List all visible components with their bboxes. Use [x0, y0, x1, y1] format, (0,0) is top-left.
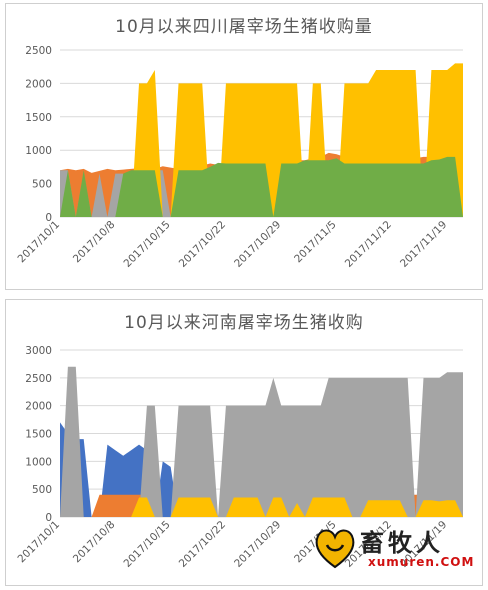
y-tick-label: 0: [45, 212, 52, 224]
y-tick-label: 0: [45, 512, 52, 524]
chart-panel-sichuan: 10月以来四川屠宰场生猪收购量 0 500 1000 1500 2000 2500 2017…: [5, 3, 483, 290]
x-tick-label: 2017/11/19: [398, 219, 449, 270]
x-tick-label: 2017/10/29: [232, 219, 283, 270]
y-tick-label: 2000: [25, 78, 52, 90]
x-tick-label: 2017/10/8: [71, 219, 118, 266]
series-area: [60, 366, 463, 517]
watermark-brand: 畜牧人: [360, 528, 444, 557]
y-tick-label: 2500: [25, 373, 52, 385]
series-area: [60, 156, 463, 217]
y-tick-label: 500: [32, 484, 52, 496]
x-tick-label: 2017/10/22: [177, 219, 228, 270]
y-tick-label: 1500: [25, 112, 52, 124]
x-tick-label: 2017/10/1: [16, 519, 63, 566]
x-tick-label: 2017/10/15: [121, 519, 172, 570]
series-area: [60, 497, 463, 517]
x-tick-label: 2017/10/15: [121, 219, 172, 270]
chart-panel-henan: 10月以来河南屠宰场生猪收购 0 500 1000 1500 2000 2500 3000 2…: [5, 299, 483, 586]
y-tick-label: 2500: [25, 45, 52, 57]
x-tick-label: 2017/11/5: [292, 219, 339, 266]
x-tick-label: 2017/10/22: [177, 519, 228, 570]
x-tick-label: 2017/10/1: [16, 219, 63, 266]
x-tick-label: 2017/10/29: [232, 519, 283, 570]
y-tick-label: 1000: [25, 456, 52, 468]
x-tick-label: 2017/10/8: [71, 519, 118, 566]
y-tick-label: 1500: [25, 429, 52, 441]
y-tick-label: 3000: [25, 345, 52, 357]
y-tick-label: 2000: [25, 401, 52, 413]
heart-logo-icon: [315, 529, 355, 569]
y-tick-label: 500: [32, 179, 52, 191]
watermark-logo: 畜牧人 xumuren.COM: [312, 521, 475, 577]
chart-title: 10月以来四川屠宰场生猪收购量: [115, 17, 373, 37]
y-tick-label: 1000: [25, 145, 52, 157]
watermark-site: xumuren.COM: [368, 555, 475, 569]
x-tick-label: 2017/11/12: [343, 219, 394, 270]
chart-title: 10月以来河南屠宰场生猪收购: [124, 313, 364, 333]
